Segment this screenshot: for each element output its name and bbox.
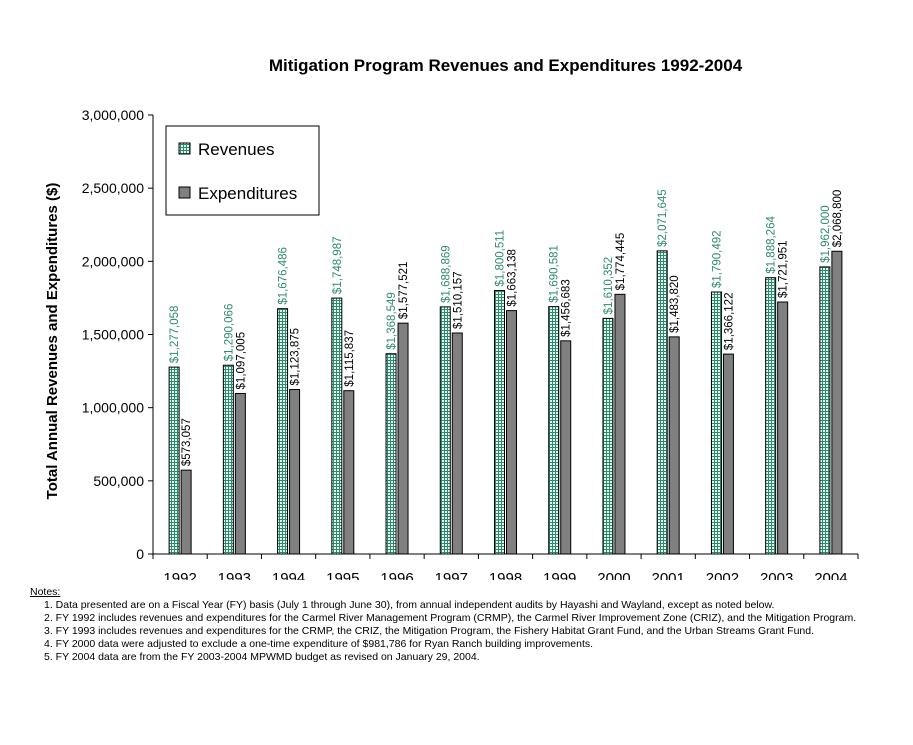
data-label-revenues: $1,888,264 <box>766 216 778 274</box>
note-5: 5. FY 2004 data are from the FY 2003-200… <box>44 651 480 663</box>
bar-revenues <box>819 266 831 555</box>
data-label-revenues: $1,610,352 <box>603 257 615 315</box>
x-tick-label: 1994 <box>272 570 305 580</box>
note-2: 2. FY 1992 includes revenues and expendi… <box>44 612 857 624</box>
bar-expenditures <box>180 469 192 555</box>
data-label-revenues: $1,690,581 <box>549 245 561 303</box>
bar-expenditures <box>777 301 789 555</box>
bar-revenues <box>277 308 289 555</box>
legend-swatch-expenditures <box>178 186 191 199</box>
x-tick-label: 1993 <box>218 570 251 580</box>
note-3: 3. FY 1993 includes revenues and expendi… <box>44 625 815 637</box>
bar-expenditures <box>668 336 680 555</box>
data-label-revenues: $1,368,549 <box>386 292 398 350</box>
bar-data-labels: $1,277,058 $573,057 $1,290,066 $1,097,005 $1… <box>169 189 844 466</box>
chart-title: Mitigation Program Revenues and Expendit… <box>268 56 743 75</box>
bar-revenues <box>602 317 614 555</box>
x-tick-label: 1998 <box>489 570 522 580</box>
bar-expenditures <box>397 322 409 555</box>
data-label-revenues: $1,277,058 <box>169 306 181 364</box>
notes-heading: Notes: <box>30 586 61 598</box>
x-tick-label: 1997 <box>435 570 468 580</box>
y-tick-label: 1,500,000 <box>82 327 144 343</box>
x-tick-label: 2004 <box>814 570 847 580</box>
x-tick-label: 2003 <box>760 570 793 580</box>
note-1: 1. Data presented are on a Fiscal Year (… <box>44 599 775 611</box>
bar-expenditures <box>614 293 626 555</box>
bar-expenditures <box>506 310 517 555</box>
y-tick-label: 0 <box>136 546 144 562</box>
data-label-expenditures: $1,483,820 <box>669 275 681 333</box>
y-tick-label: 2,500,000 <box>82 180 144 196</box>
legend-label-revenues: Revenues <box>198 140 275 159</box>
bar-revenues <box>710 291 722 555</box>
bar-expenditures <box>234 392 246 555</box>
data-label-revenues: $1,962,000 <box>820 205 832 263</box>
bar-revenues <box>385 353 397 555</box>
bar-revenues <box>168 366 180 555</box>
data-label-revenues: $2,071,645 <box>657 189 669 247</box>
data-label-expenditures: $1,366,122 <box>723 293 735 351</box>
notes: Notes: 1. Data presented are on a Fiscal… <box>30 586 890 664</box>
data-label-expenditures: $2,068,800 <box>832 190 844 248</box>
bar-revenues <box>765 277 777 555</box>
bar-chart: 0 500,000 1,000,000 1,500,000 2,000,000 2,500… <box>44 107 859 580</box>
bar-revenues <box>548 306 560 555</box>
bar-expenditures <box>722 353 734 555</box>
legend: Revenues Expenditures <box>165 125 320 216</box>
x-tick-label: 1995 <box>326 570 359 580</box>
x-axis: 1992 1993 1994 1995 1996 1997 1998 1999 2000 2001… <box>152 554 859 580</box>
y-tick-label: 2,000,000 <box>82 253 144 269</box>
y-axis: 0 500,000 1,000,000 1,500,000 2,000,000 2,500… <box>82 107 153 562</box>
y-tick-label: 1,000,000 <box>82 400 144 416</box>
x-tick-label: 1999 <box>543 570 576 580</box>
data-label-revenues: $1,676,486 <box>278 247 290 305</box>
x-tick-label: 2001 <box>652 570 685 580</box>
legend-label-expenditures: Expenditures <box>198 184 297 203</box>
data-label-expenditures: $573,057 <box>181 418 193 466</box>
data-label-expenditures: $1,510,157 <box>452 271 464 329</box>
bar-expenditures <box>560 340 572 555</box>
data-label-revenues: $1,688,869 <box>440 245 452 303</box>
bar-expenditures <box>343 390 355 555</box>
x-tick-label: 2000 <box>597 570 630 580</box>
data-label-expenditures: $1,774,445 <box>615 233 627 291</box>
bar-expenditures <box>289 389 301 555</box>
x-tick-label: 1992 <box>163 570 196 580</box>
data-label-revenues: $1,748,987 <box>332 237 344 295</box>
x-tick-label: 2002 <box>706 570 739 580</box>
data-label-expenditures: $1,577,521 <box>398 262 410 320</box>
y-tick-label: 3,000,000 <box>82 107 144 123</box>
bars <box>168 250 843 555</box>
data-label-expenditures: $1,123,875 <box>290 328 302 386</box>
data-label-revenues: $1,790,492 <box>711 230 723 288</box>
note-4: 4. FY 2000 data were adjusted to exclude… <box>44 638 594 650</box>
bar-expenditures <box>831 250 843 555</box>
data-label-expenditures: $1,721,951 <box>778 240 790 298</box>
y-tick-label: 500,000 <box>93 473 144 489</box>
x-tick-label: 1996 <box>380 570 413 580</box>
bar-expenditures <box>451 332 463 555</box>
data-label-expenditures: $1,456,683 <box>561 279 573 337</box>
data-label-expenditures: $1,663,138 <box>507 249 519 307</box>
data-label-revenues: $1,800,511 <box>495 230 507 287</box>
data-label-expenditures: $1,097,005 <box>235 332 247 390</box>
bar-revenues <box>439 306 451 555</box>
legend-swatch-revenues <box>178 142 191 155</box>
bar-revenues <box>656 250 668 555</box>
bar-revenues <box>494 290 505 555</box>
bar-revenues <box>331 297 343 555</box>
bar-revenues <box>222 364 234 555</box>
legend-box <box>165 125 320 216</box>
y-axis-title: Total Annual Revenues and Expenditures (… <box>44 183 61 500</box>
data-label-expenditures: $1,115,837 <box>344 330 356 387</box>
data-label-revenues: $1,290,066 <box>223 304 235 362</box>
